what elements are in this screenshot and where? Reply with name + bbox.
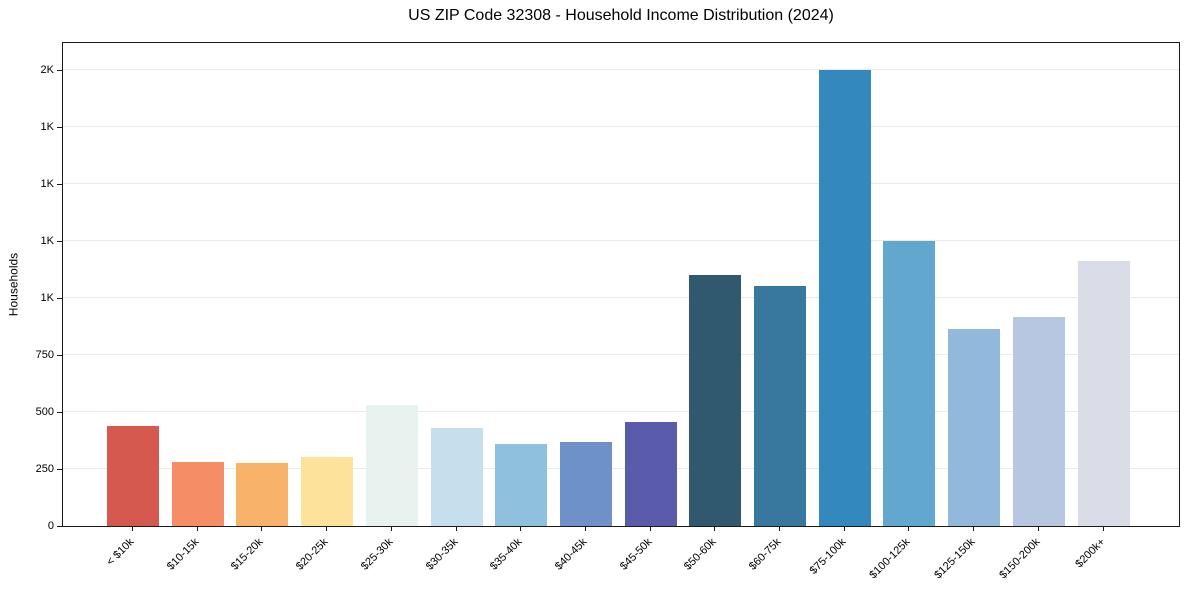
bar-$100-125k [883, 241, 936, 526]
gridline [63, 411, 1179, 413]
bar-$35-40k [495, 444, 548, 526]
x-tick-mark [779, 527, 780, 531]
y-tick-mark [57, 412, 62, 414]
y-tick-label: 1K [40, 121, 54, 134]
gridline [63, 183, 1179, 185]
x-tick-mark [585, 527, 586, 531]
bar-$75-100k [818, 70, 871, 526]
y-tick-label: 1K [40, 178, 54, 191]
bar-$10-15k [171, 462, 224, 526]
x-tick-mark [844, 527, 845, 531]
x-tick-mark [973, 527, 974, 531]
y-tick-mark [57, 298, 62, 300]
y-tick-label: 500 [35, 406, 54, 419]
x-tick-mark [391, 527, 392, 531]
plot-area [62, 42, 1180, 527]
x-tick-mark [520, 527, 521, 531]
chart-title: US ZIP Code 32308 - Household Income Dis… [408, 7, 834, 24]
y-tick-mark [57, 526, 62, 527]
x-tick-mark [261, 527, 262, 531]
bar-$40-45k [559, 442, 612, 526]
gridline [63, 126, 1179, 128]
bar-$20-25k [301, 457, 354, 526]
x-tick-mark [197, 527, 198, 531]
gridline [63, 468, 1179, 470]
x-tick-mark [1103, 527, 1104, 531]
x-tick-mark [132, 527, 133, 531]
bar-$50-60k [689, 275, 742, 526]
y-tick-label: 2K [40, 64, 54, 77]
y-tick-label: 750 [35, 349, 54, 362]
x-tick-mark [326, 527, 327, 531]
x-tick-mark [908, 527, 909, 531]
x-tick-mark [650, 527, 651, 531]
bar-$25-30k [365, 405, 418, 526]
y-tick-label: 1K [40, 292, 54, 305]
x-tick-mark [714, 527, 715, 531]
y-tick-mark [57, 241, 62, 243]
gridline [63, 240, 1179, 242]
bar-$30-35k [430, 428, 483, 526]
bar-$45-50k [624, 422, 677, 526]
gridline [63, 354, 1179, 356]
y-tick-label: 250 [35, 463, 54, 476]
y-tick-label: 1K [40, 235, 54, 248]
gridline [63, 297, 1179, 299]
y-tick-mark [57, 127, 62, 129]
x-tick-label: < $10k [104, 536, 137, 569]
gridline [63, 69, 1179, 71]
bar-$60-75k [754, 286, 806, 526]
bar-$200k+ [1077, 261, 1130, 526]
bar-$125-150k [948, 329, 1001, 526]
x-tick-mark [456, 527, 457, 531]
bar-< $10k [107, 426, 159, 526]
bar-$150-200k [1012, 317, 1065, 526]
bar-$15-20k [236, 463, 289, 526]
y-tick-mark [57, 469, 62, 471]
x-tick-mark [1038, 527, 1039, 531]
y-tick-mark [57, 184, 62, 186]
y-tick-mark [57, 355, 62, 357]
y-tick-mark [57, 70, 62, 72]
y-tick-label: 0 [47, 520, 54, 532]
